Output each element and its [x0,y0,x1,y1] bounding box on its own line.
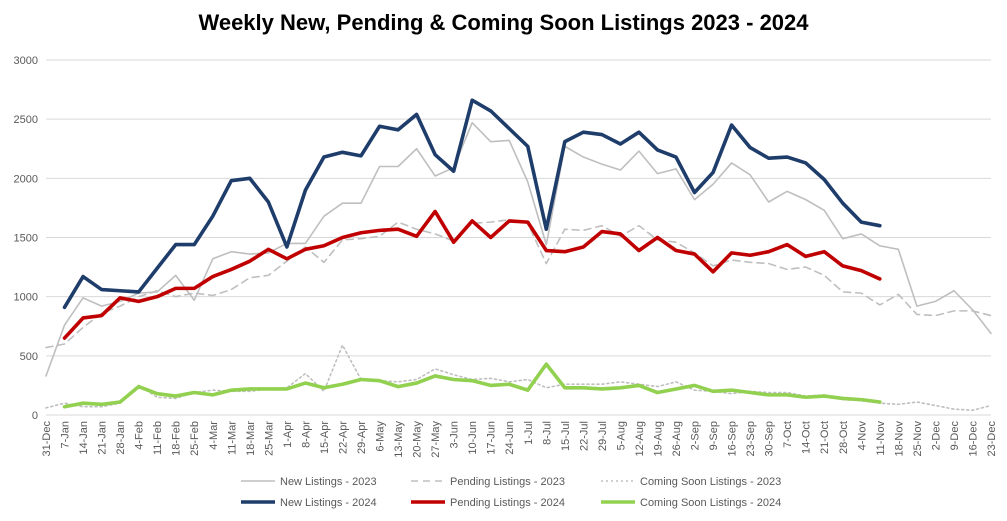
legend: New Listings - 2023 Pending Listings - 20… [241,476,781,509]
x-tick-label: 26-Aug [671,421,683,456]
series-line-1 [45,121,992,377]
x-tick-label: 11-Mar [226,421,238,455]
x-tick-label: 28-Jan [115,421,127,455]
legend-label: New Listings - 2024 [280,497,377,509]
x-tick-label: 21-Oct [819,421,831,454]
x-tick-label: 31-Dec [41,421,53,457]
x-tick-label: 18-Nov [893,421,905,457]
legend-label: New Listings - 2023 [280,476,377,488]
x-tick-label: 25-Nov [912,421,924,457]
x-tick-label: 7-Oct [782,421,794,448]
x-tick-label: 18-Feb [171,421,183,456]
x-tick-label: 30-Sep [764,421,776,456]
x-tick-label: 13-May [393,421,405,458]
series-line-4 [62,98,882,310]
x-tick-label: 22-Apr [337,421,349,454]
x-tick-label: 23-Sep [745,421,757,456]
x-tick-label: 27-May [430,421,442,458]
x-tick-label: 2-Sep [690,421,702,450]
axes: 0 500 1000 1500 2000 2500 3000 31-Dec 7-Jan 14-Ja… [14,55,998,458]
legend-label: Pending Listings - 2023 [450,476,565,488]
x-tick-label: 1-Apr [282,421,294,448]
x-tick-label: 14-Jan [78,421,90,455]
legend-label: Coming Soon Listings - 2023 [640,476,781,488]
gridlines [46,59,991,416]
x-tick-label: 5-Aug [615,421,627,450]
series-line-5 [62,209,882,340]
x-tick-label: 19-Aug [652,421,664,456]
chart-title: Weekly New, Pending & Coming Soon Listin… [198,10,809,35]
x-tick-label: 4-Mar [208,421,220,450]
x-tick-label: 9-Dec [949,421,961,451]
x-tick-label: 25-Mar [263,421,275,456]
x-tick-label: 22-Jul [578,421,590,451]
x-tick-label: 20-May [412,421,424,458]
x-tick-label: 11-Feb [152,421,164,455]
x-tick-label: 4-Nov [856,421,868,451]
y-tick-label: 500 [20,351,38,363]
x-tick-label: 29-Apr [356,421,368,454]
x-tick-label: 21-Jan [97,421,109,455]
x-tick-label: 7-Jan [60,421,72,449]
x-tick-label: 6-May [375,421,387,452]
y-tick-label: 2000 [14,173,38,185]
x-tick-label: 8-Jul [541,421,553,445]
x-tick-label: 10-Jun [467,421,479,455]
x-tick-label: 29-Jul [597,421,609,451]
x-tick-label: 23-Dec [986,421,998,457]
x-tick-label: 2-Dec [930,421,942,451]
legend-label: Pending Listings - 2024 [450,497,565,509]
series-line-6 [62,362,882,409]
x-tick-label: 15-Apr [319,421,331,454]
y-tick-label: 1500 [14,233,38,245]
x-tick-label: 28-Oct [838,421,850,454]
x-tick-label: 8-Apr [300,421,312,448]
x-tick-label: 1-Jul [523,421,535,445]
x-tick-label: 18-Mar [245,421,257,456]
series-line-2 [45,218,992,349]
x-tick-label: 14-Oct [801,421,813,454]
x-tick-label: 16-Dec [967,421,979,457]
y-tick-label: 0 [32,410,38,422]
x-tick-label: 15-Jul [560,421,572,451]
x-tick-label: 17-Jun [486,421,498,455]
x-tick-label: 4-Feb [134,421,146,450]
x-tick-label: 3-Jun [449,421,461,449]
x-tick-label: 24-Jun [504,421,516,455]
x-tick-label: 25-Feb [189,421,201,456]
y-tick-label: 3000 [14,55,38,67]
x-tick-label: 11-Nov [875,421,887,456]
series-lines [45,98,992,412]
y-tick-label: 2500 [14,114,38,126]
x-tick-label: 9-Sep [708,421,720,450]
y-tick-label: 1000 [14,292,38,304]
x-tick-label: 12-Aug [634,421,646,456]
x-tick-label: 16-Sep [727,421,739,456]
legend-label: Coming Soon Listings - 2024 [640,497,781,509]
